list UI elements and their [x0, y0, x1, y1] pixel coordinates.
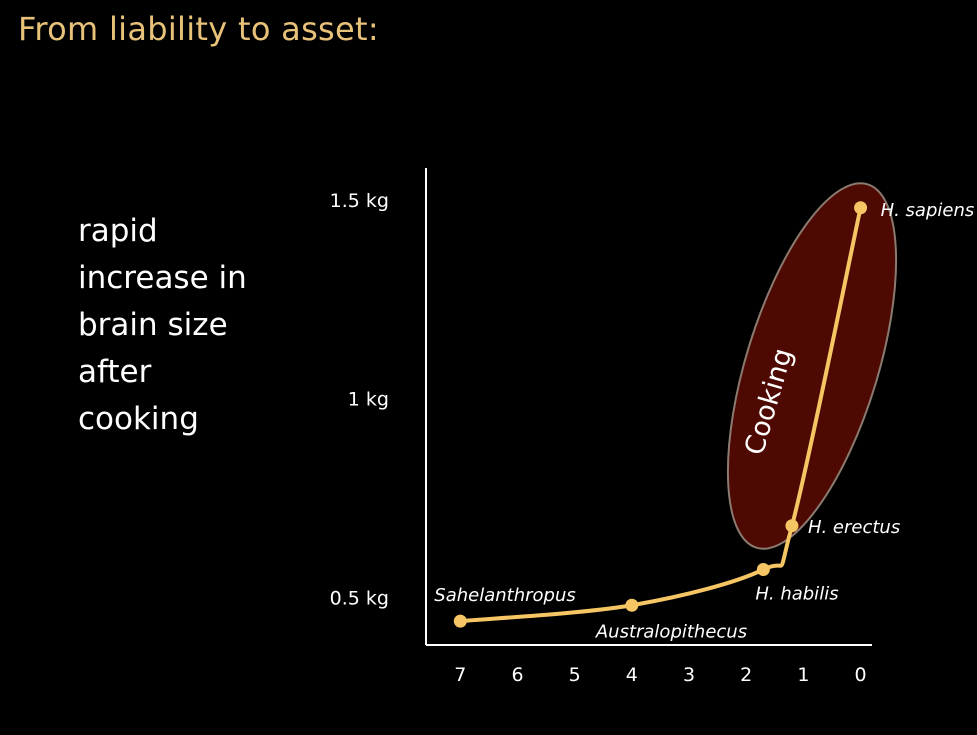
slide-title: From liability to asset:: [18, 10, 379, 48]
x-tick-label: 5: [569, 664, 581, 686]
data-label: Sahelanthropus: [434, 585, 575, 606]
x-tick-label: 2: [740, 664, 752, 686]
side-note-line: brain size: [78, 307, 228, 343]
data-point: [453, 614, 467, 628]
data-label: H. erectus: [808, 517, 900, 538]
side-note: rapid increase in brain size after cooki…: [78, 208, 247, 443]
data-label: H. habilis: [755, 583, 838, 604]
data-points: Sahelanthropus Australopithecus H. habilis…: [434, 200, 974, 643]
x-tick-label: 0: [855, 664, 867, 686]
x-tick-label: 3: [683, 664, 695, 686]
tick-labels: 7 6 5 4 3 2 1 0 0.5 kg 1 kg 1.5 kg: [330, 190, 867, 686]
data-point: [625, 598, 639, 612]
side-note-line: after: [78, 354, 152, 390]
highlight-region-layer: Cooking: [726, 182, 898, 550]
y-tick-label: 1 kg: [348, 389, 389, 411]
series-line-layer: [458, 205, 863, 624]
data-point: [756, 562, 770, 576]
side-note-line: rapid: [78, 213, 158, 249]
x-tick-label: 4: [626, 664, 638, 686]
data-point: [785, 519, 799, 533]
side-note-line: increase in: [78, 260, 247, 296]
x-tick-label: 7: [454, 664, 466, 686]
x-tick-label: 1: [797, 664, 809, 686]
series-line: [458, 205, 863, 624]
side-note-line: cooking: [78, 401, 199, 437]
y-tick-label: 0.5 kg: [330, 587, 389, 609]
data-label: Australopithecus: [595, 621, 747, 642]
data-label: H. sapiens: [881, 200, 975, 221]
x-tick-label: 6: [511, 664, 523, 686]
data-point: [854, 201, 868, 215]
y-tick-label: 1.5 kg: [330, 190, 389, 212]
cooking-region: [726, 182, 898, 550]
